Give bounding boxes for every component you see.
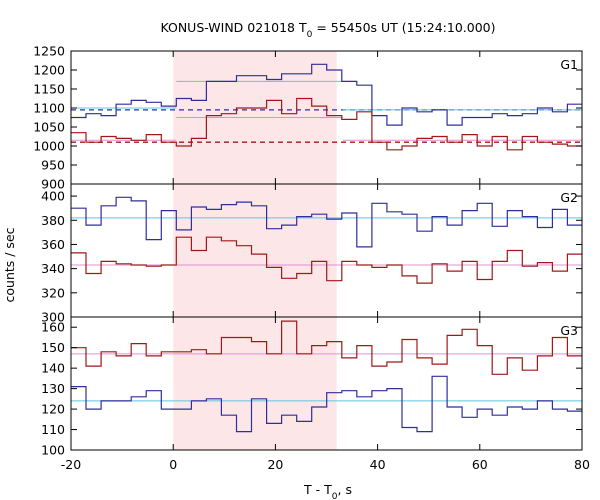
y-tick-label: 400: [41, 189, 65, 204]
x-tick-label: 80: [574, 457, 590, 472]
panel-label: G2: [560, 190, 578, 205]
histogram-red: [71, 97, 582, 151]
y-tick-label: 110: [41, 422, 65, 437]
x-axis-label: T - T0, s: [303, 482, 352, 500]
y-tick-label: 130: [41, 381, 65, 396]
panel-label: G3: [560, 323, 578, 338]
y-tick-label: 950: [41, 158, 65, 173]
y-tick-label: 1000: [33, 139, 65, 154]
panel-g1: 900 950 1000 1050 1100 1150 1200 1250 G1: [33, 44, 583, 192]
histogram-blue: [71, 196, 582, 248]
x-tick-label: 40: [370, 457, 386, 472]
y-tick-label: 360: [41, 237, 65, 252]
y-tick-label: 900: [41, 177, 65, 192]
panel-frame: [70, 316, 583, 451]
histogram-red: [71, 320, 582, 375]
y-tick-label: 1050: [33, 120, 65, 135]
y-tick-label: 380: [41, 213, 65, 228]
panel-g3: 100 110 120 130 140 150 160 G3: [41, 316, 583, 458]
y-tick-label: 100: [41, 443, 65, 458]
x-tick-label: 0: [169, 457, 177, 472]
x-tick-label: -20: [61, 457, 81, 472]
histogram-red: [71, 236, 582, 290]
y-tick-label: 120: [41, 402, 65, 417]
histogram-blue: [71, 375, 582, 433]
y-tick-label: 340: [41, 261, 65, 276]
y-tick-label: 140: [41, 361, 65, 376]
y-tick-label: 300: [41, 310, 65, 325]
chart-title: KONUS-WIND 021018 T0 = 55450s UT (15:24:…: [160, 20, 495, 40]
y-tick-label: 1150: [33, 82, 65, 97]
x-tick-label: 20: [267, 457, 283, 472]
panel-label: G1: [560, 57, 578, 72]
histogram-blue: [71, 63, 582, 126]
y-tick-label: 1100: [33, 101, 65, 116]
y-tick-label: 160: [41, 320, 65, 335]
y-tick-label: 1250: [33, 44, 65, 59]
y-tick-label: 1200: [33, 63, 65, 78]
y-tick-label: 150: [41, 340, 65, 355]
x-tick-label: 60: [472, 457, 488, 472]
y-tick-label: 320: [41, 285, 65, 300]
plot-area: 900950100010501100115012001250G130032034…: [33, 44, 590, 473]
panel-g2: 300 320 340 360 380 400 G2: [41, 183, 583, 325]
y-axis-label: counts / sec: [2, 227, 17, 302]
